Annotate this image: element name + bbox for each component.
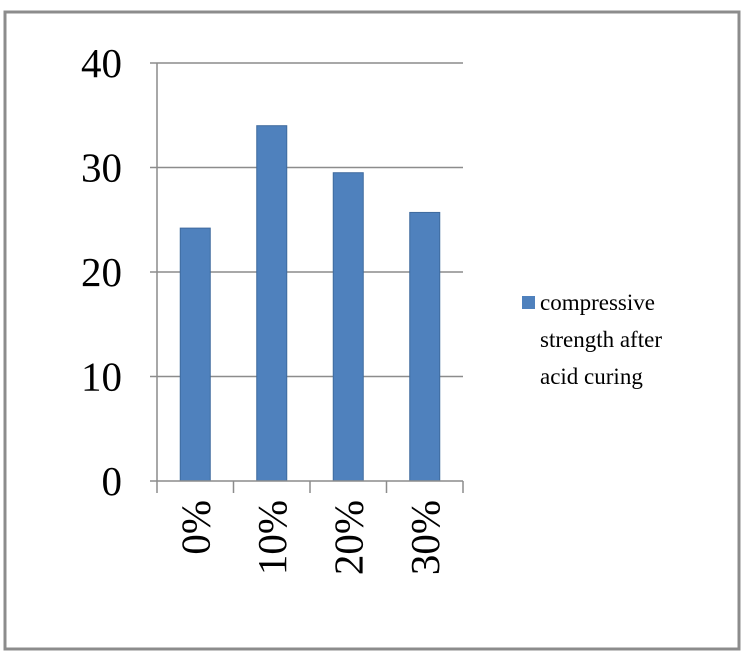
y-tick-label-20: 20 [81, 249, 122, 295]
legend-label-line-1: compressive [540, 290, 655, 315]
legend-label: compressive strength after acid curing [540, 290, 668, 389]
chart-border [3, 10, 741, 651]
y-tick-labels: 0 10 20 30 40 [81, 40, 122, 504]
x-tick-label-0%: 0% [172, 500, 218, 555]
legend-label-line-3: acid curing [540, 364, 643, 389]
axes [150, 62, 464, 493]
legend-swatch [522, 296, 535, 309]
bar-0% [179, 227, 211, 482]
x-tick-label-30%: 30% [402, 500, 448, 575]
legend: compressive strength after acid curing [522, 290, 668, 389]
bar-20% [332, 172, 364, 482]
y-tick-label-30: 30 [81, 145, 122, 191]
bar-10% [256, 125, 288, 482]
x-tick-label-10%: 10% [249, 500, 295, 575]
bar-30% [409, 211, 441, 482]
x-tick-labels: 0% 10% 20% 30% [172, 500, 448, 575]
y-tick-label-0: 0 [102, 458, 123, 504]
x-tick-label-20%: 20% [325, 500, 371, 575]
y-tick-label-40: 40 [81, 40, 122, 86]
y-tick-label-10: 10 [81, 354, 122, 400]
legend-label-line-2: strength after [540, 327, 662, 352]
